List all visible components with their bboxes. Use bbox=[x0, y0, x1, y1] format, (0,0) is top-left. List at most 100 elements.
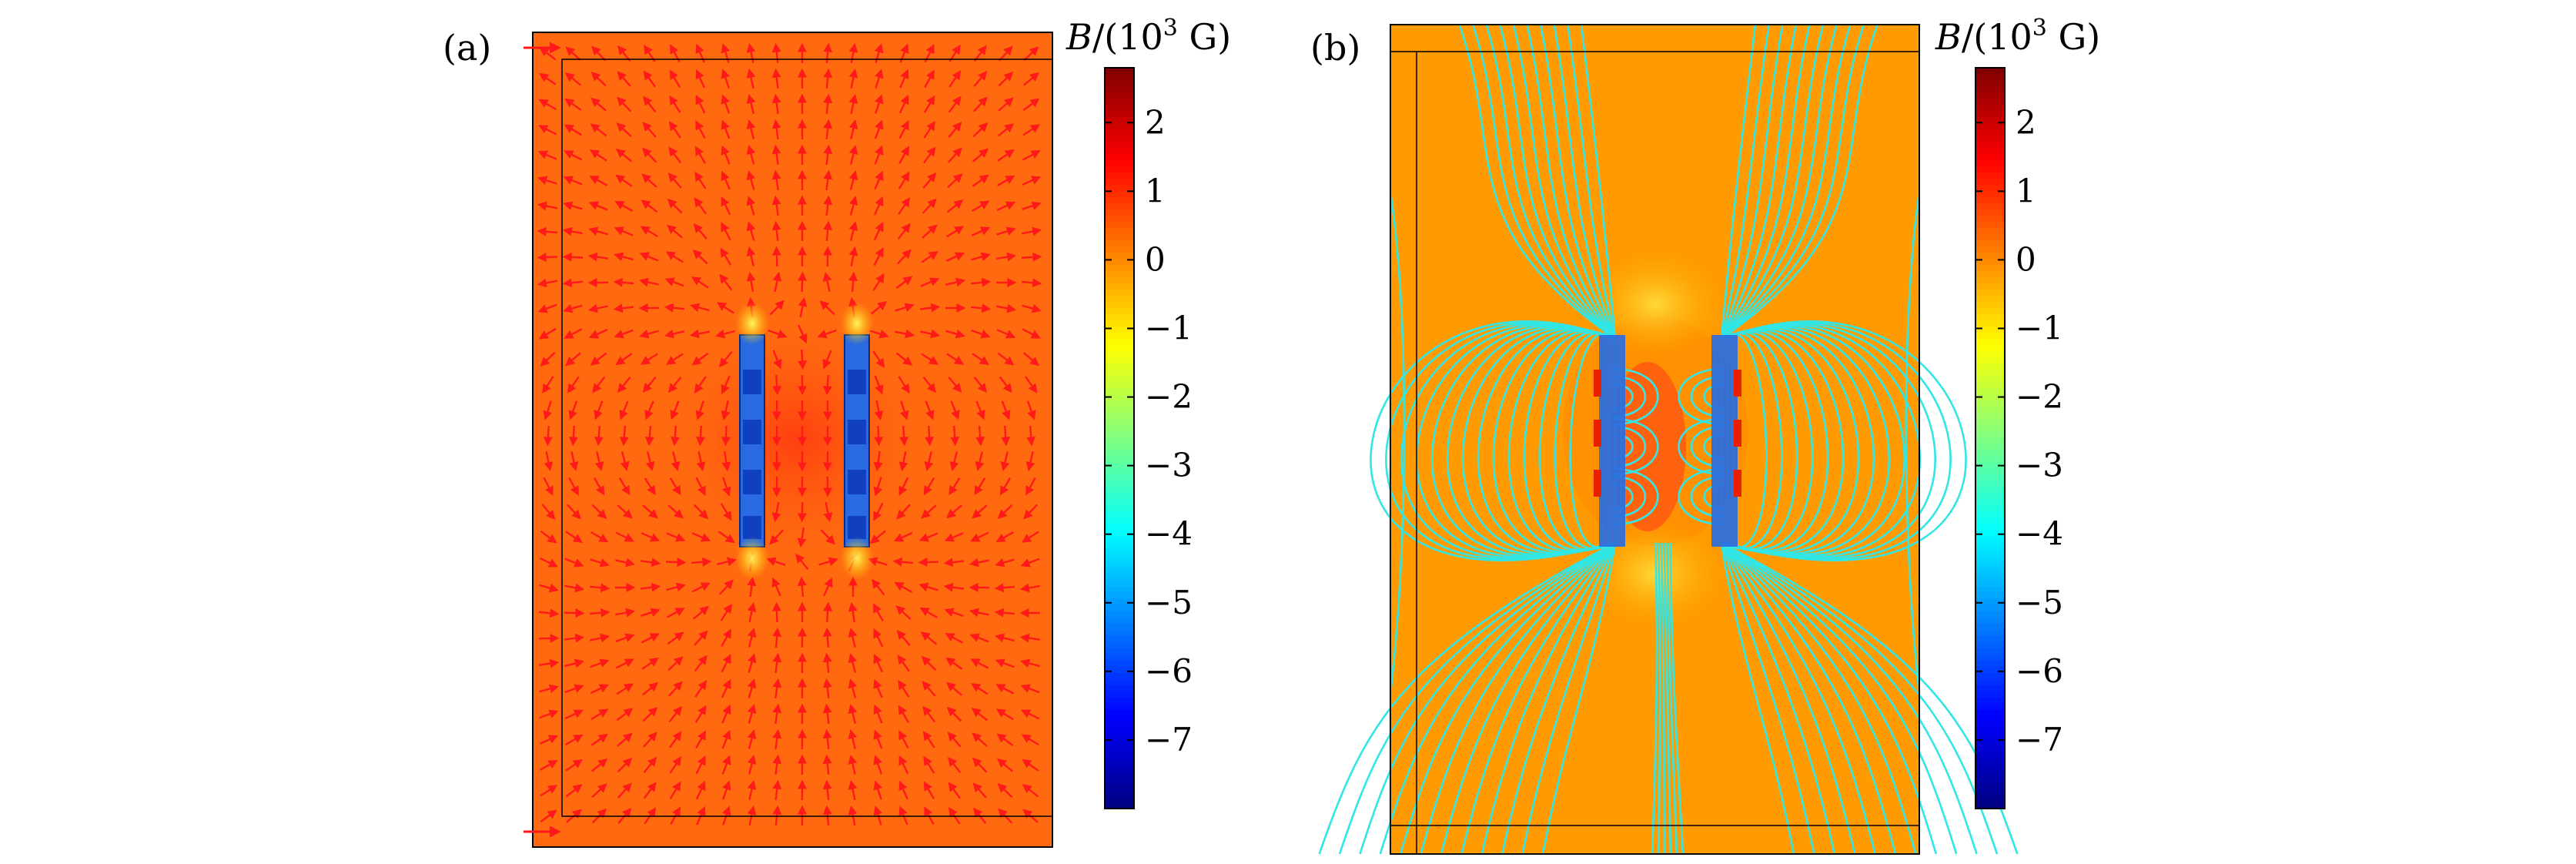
field-arrow bbox=[819, 300, 835, 316]
panel-a-colorbar-segment bbox=[1105, 283, 1134, 291]
field-arrow bbox=[848, 144, 858, 165]
panel-b-colorbar-segment bbox=[1975, 382, 2005, 390]
field-arrow bbox=[997, 504, 1013, 519]
field-arrow bbox=[772, 728, 782, 750]
field-arrow bbox=[922, 146, 936, 164]
field-arrow bbox=[996, 201, 1016, 211]
panel-a-colorbar-segment bbox=[1105, 635, 1134, 643]
field-arrow bbox=[999, 376, 1012, 393]
field-arrow bbox=[562, 252, 584, 262]
panel-a-colorbar-segment bbox=[1105, 648, 1134, 655]
field-arrow bbox=[875, 94, 884, 114]
field-arrow bbox=[694, 146, 707, 164]
field-arrow bbox=[996, 758, 1013, 772]
panel-a-colorbar-segment bbox=[1105, 777, 1134, 785]
field-arrow bbox=[921, 504, 937, 519]
field-line bbox=[1460, 542, 1617, 855]
field-arrow bbox=[995, 558, 1015, 568]
panel-b-colorbar-segment bbox=[1975, 598, 2005, 606]
field-line bbox=[1663, 542, 1672, 855]
field-line bbox=[1611, 375, 1646, 418]
panel-b-colorbar-segment bbox=[1975, 376, 2005, 383]
field-arrow bbox=[643, 95, 657, 113]
field-arrow bbox=[590, 633, 611, 643]
panel-a-colorbar-segment bbox=[1105, 623, 1134, 631]
field-arrow bbox=[644, 425, 654, 447]
field-arrow bbox=[746, 221, 756, 241]
field-arrow bbox=[721, 729, 731, 749]
field-line bbox=[1724, 330, 1814, 551]
field-arrow bbox=[721, 678, 731, 698]
field-arrow bbox=[1025, 451, 1035, 472]
panel-a-colorbar-segment bbox=[1105, 111, 1134, 118]
panel-a-colorbar-segment bbox=[1105, 363, 1134, 371]
field-arrow bbox=[823, 119, 833, 140]
field-arrow bbox=[848, 627, 858, 648]
panel-b-colorbar-segment bbox=[1975, 419, 2005, 427]
field-line bbox=[1477, 327, 1613, 554]
panel-b-colorbar-segment bbox=[1975, 185, 2005, 192]
field-arrow bbox=[995, 684, 1015, 695]
field-arrow bbox=[948, 782, 961, 799]
field-arrow bbox=[873, 502, 884, 521]
panel-b-colorbar-segment bbox=[1975, 568, 2005, 574]
panel-a-colorbar-segment bbox=[1105, 413, 1134, 420]
field-arrow bbox=[642, 122, 657, 138]
field-arrow bbox=[999, 45, 1013, 62]
field-line bbox=[1539, 24, 1617, 340]
field-line bbox=[1724, 321, 1952, 561]
field-line bbox=[1678, 467, 1725, 526]
panel-a-colorbar-segment bbox=[1105, 68, 1134, 75]
field-arrow bbox=[798, 271, 808, 293]
panel-b-colorbar-segment bbox=[1975, 246, 2005, 254]
field-arrow bbox=[721, 69, 730, 89]
field-arrow bbox=[569, 451, 579, 472]
field-arrow bbox=[642, 707, 658, 722]
field-arrow bbox=[746, 196, 756, 216]
field-line bbox=[1657, 542, 1661, 855]
field-line bbox=[1416, 323, 1613, 558]
field-arrow bbox=[617, 71, 631, 87]
field-arrow bbox=[645, 451, 655, 471]
panel-b-colorbar-segment bbox=[1975, 271, 2005, 279]
field-line bbox=[1399, 541, 1616, 855]
panel-a-colorbar-tick-label: −2 bbox=[1145, 378, 1193, 416]
field-arrow bbox=[667, 631, 684, 645]
field-arrow bbox=[594, 425, 604, 447]
field-arrow bbox=[817, 329, 837, 339]
panel-b-magnet-right bbox=[1711, 335, 1741, 547]
field-arrow bbox=[944, 608, 964, 618]
panel-b-colorbar-segment bbox=[1975, 580, 2005, 587]
panel-a-colorbar-segment bbox=[1105, 457, 1134, 464]
panel-a-colorbar-segment bbox=[1105, 228, 1134, 236]
field-arrow bbox=[771, 93, 781, 115]
panel-b-colorbar-segment bbox=[1975, 629, 2005, 637]
panel-b-colorbar-segment bbox=[1975, 339, 2005, 347]
field-arrow bbox=[822, 678, 832, 699]
field-arrow bbox=[1021, 709, 1040, 720]
field-arrow bbox=[848, 704, 858, 724]
panel-b-glow bbox=[1586, 250, 1725, 358]
field-line bbox=[1553, 24, 1617, 340]
field-arrow bbox=[543, 400, 552, 420]
panel-b-colorbar-title-unit: /(10 bbox=[1962, 16, 2032, 58]
field-arrow bbox=[717, 557, 737, 567]
field-arrow bbox=[823, 601, 833, 623]
panel-a-colorbar-segment bbox=[1105, 419, 1134, 427]
panel-b-colorbar-segment bbox=[1975, 228, 2005, 236]
field-arrow bbox=[997, 123, 1015, 137]
field-line bbox=[1318, 541, 1616, 855]
field-arrow bbox=[614, 608, 636, 618]
field-arrow bbox=[848, 246, 858, 267]
field-arrow bbox=[543, 477, 554, 496]
field-arrow bbox=[923, 781, 935, 799]
panel-a-colorbar-segment bbox=[1105, 253, 1134, 260]
panel-b-colorbar-tick-label: −4 bbox=[2016, 515, 2063, 553]
field-arrow bbox=[975, 425, 985, 447]
field-line bbox=[1359, 541, 1616, 855]
field-line bbox=[1492, 328, 1613, 554]
field-arrow bbox=[972, 122, 989, 138]
field-line bbox=[1721, 541, 1978, 855]
field-arrow bbox=[694, 680, 708, 698]
field-arrow bbox=[873, 653, 884, 673]
